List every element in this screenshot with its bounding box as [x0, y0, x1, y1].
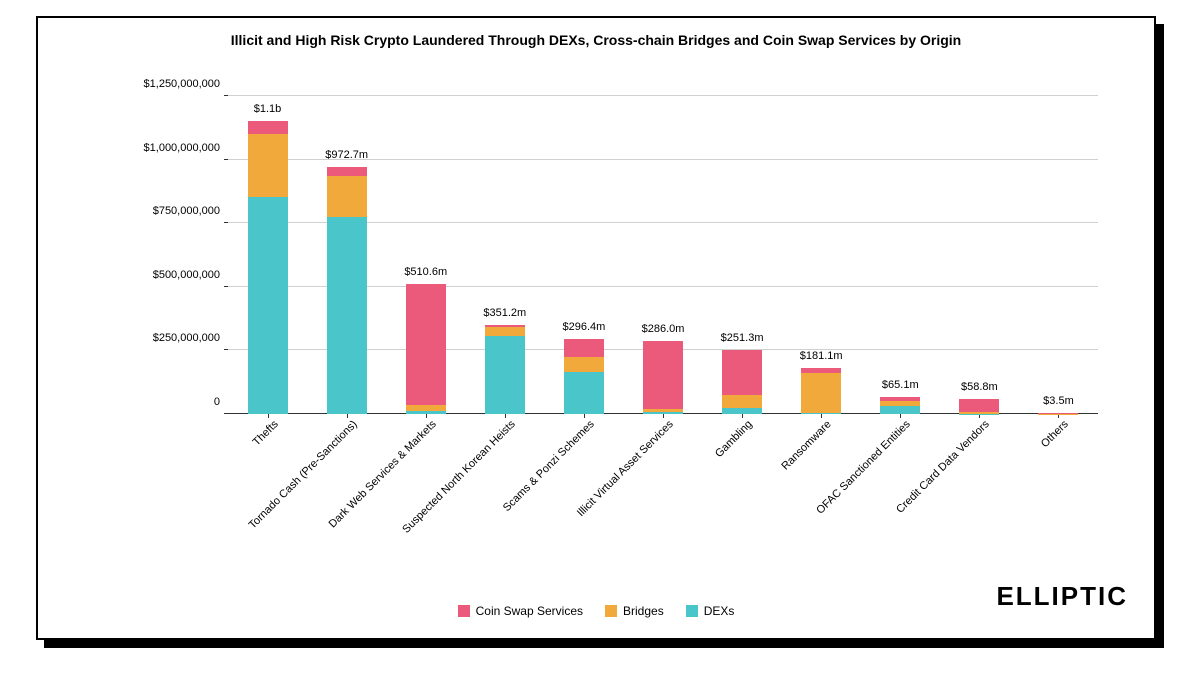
y-tick — [224, 413, 228, 414]
x-tick — [268, 414, 269, 418]
x-tick — [1058, 414, 1059, 418]
bar-group: $972.7mTornado Cash (Pre-Sanctions) — [327, 167, 367, 414]
bar-group: $65.1mOFAC Sanctioned Entities — [880, 397, 920, 414]
y-axis-label: $1,250,000,000 — [144, 78, 220, 90]
gridline — [228, 95, 1098, 96]
bar-total-label: $972.7m — [325, 149, 368, 161]
bar-segment-coin_swap — [485, 325, 525, 328]
bar-group: $3.5mOthers — [1038, 413, 1078, 414]
y-axis-label: $750,000,000 — [153, 205, 220, 217]
bar-segment-bridges — [248, 134, 288, 196]
bar-segment-bridges — [564, 357, 604, 372]
chart-legend: Coin Swap Services Bridges DEXs — [38, 604, 1154, 618]
y-axis-label: $500,000,000 — [153, 269, 220, 281]
bar-total-label: $3.5m — [1043, 395, 1074, 407]
bar-total-label: $286.0m — [642, 323, 685, 335]
bar-segment-dexs — [643, 412, 683, 414]
bar-segment-coin_swap — [327, 167, 367, 177]
bar-segment-dexs — [406, 411, 446, 414]
bar-total-label: $1.1b — [254, 103, 282, 115]
bar-segment-coin_swap — [801, 368, 841, 373]
bar-segment-dexs — [564, 372, 604, 414]
legend-swatch — [605, 605, 617, 617]
chart-card: Illicit and High Risk Crypto Laundered T… — [36, 16, 1156, 640]
legend-label: Coin Swap Services — [476, 604, 583, 618]
legend-item-dexs: DEXs — [686, 604, 735, 618]
brand-logo: ELLIPTIC — [996, 581, 1128, 612]
bar-segment-bridges — [485, 327, 525, 336]
y-tick — [224, 222, 228, 223]
bar-segment-coin_swap — [643, 341, 683, 409]
bar-group: $286.0mIllicit Virtual Asset Services — [643, 341, 683, 414]
x-tick — [821, 414, 822, 418]
y-axis-label: 0 — [214, 396, 220, 408]
bar-total-label: $65.1m — [882, 379, 919, 391]
bar-segment-coin_swap — [564, 339, 604, 357]
bar-segment-bridges — [880, 401, 920, 406]
x-axis-category-label: Thefts — [250, 418, 280, 448]
bar-segment-coin_swap — [722, 350, 762, 395]
y-tick — [224, 286, 228, 287]
y-tick — [224, 159, 228, 160]
x-axis-category-label: Credit Card Data Vendors — [895, 418, 993, 516]
bar-segment-bridges — [327, 176, 367, 217]
bar-segment-dexs — [880, 406, 920, 414]
bar-segment-dexs — [248, 197, 288, 415]
bar-segment-dexs — [485, 336, 525, 414]
legend-item-bridges: Bridges — [605, 604, 664, 618]
bar-segment-dexs — [959, 414, 999, 415]
y-tick — [224, 349, 228, 350]
y-tick — [224, 95, 228, 96]
x-tick — [742, 414, 743, 418]
x-tick — [979, 414, 980, 418]
bar-segment-coin_swap — [959, 399, 999, 412]
bar-segment-coin_swap — [880, 397, 920, 401]
bar-segment-coin_swap — [1038, 413, 1078, 414]
chart-title: Illicit and High Risk Crypto Laundered T… — [38, 32, 1154, 48]
x-axis-category-label: Gambling — [713, 418, 755, 460]
legend-label: DEXs — [704, 604, 735, 618]
bar-group: $251.3mGambling — [722, 350, 762, 414]
x-axis-category-label: Scams & Ponzi Schemes — [501, 418, 597, 514]
bar-group: $510.6mDark Web Services & Markets — [406, 284, 446, 414]
x-tick — [663, 414, 664, 418]
bar-segment-bridges — [959, 412, 999, 413]
x-tick — [505, 414, 506, 418]
legend-swatch — [686, 605, 698, 617]
bar-segment-dexs — [801, 413, 841, 414]
legend-swatch — [458, 605, 470, 617]
x-axis-category-label: Others — [1039, 418, 1071, 450]
bar-segment-dexs — [722, 408, 762, 414]
bar-segment-dexs — [327, 217, 367, 414]
bar-segment-bridges — [801, 373, 841, 414]
bar-group: $351.2mSuspected North Korean Heists — [485, 325, 525, 414]
x-tick — [584, 414, 585, 418]
bar-group: $181.1mRansomware — [801, 368, 841, 414]
y-axis-label: $250,000,000 — [153, 332, 220, 344]
x-tick — [347, 414, 348, 418]
bar-total-label: $351.2m — [483, 307, 526, 319]
legend-item-coin_swap: Coin Swap Services — [458, 604, 583, 618]
x-tick — [900, 414, 901, 418]
bar-total-label: $510.6m — [404, 266, 447, 278]
bar-total-label: $296.4m — [563, 321, 606, 333]
bar-total-label: $181.1m — [800, 350, 843, 362]
y-axis-label: $1,000,000,000 — [144, 142, 220, 154]
bar-group: $1.1bThefts — [248, 121, 288, 414]
bar-group: $58.8mCredit Card Data Vendors — [959, 399, 999, 414]
legend-label: Bridges — [623, 604, 664, 618]
bar-segment-bridges — [643, 409, 683, 412]
bar-segment-coin_swap — [248, 121, 288, 134]
x-axis-category-label: Ransomware — [780, 418, 834, 472]
bar-total-label: $251.3m — [721, 332, 764, 344]
bar-group: $296.4mScams & Ponzi Schemes — [564, 339, 604, 414]
bar-segment-bridges — [406, 405, 446, 411]
chart-plot-area: 0$250,000,000$500,000,000$750,000,000$1,… — [228, 96, 1098, 414]
x-tick — [426, 414, 427, 418]
bar-segment-bridges — [722, 395, 762, 408]
bar-total-label: $58.8m — [961, 381, 998, 393]
bar-segment-coin_swap — [406, 284, 446, 405]
